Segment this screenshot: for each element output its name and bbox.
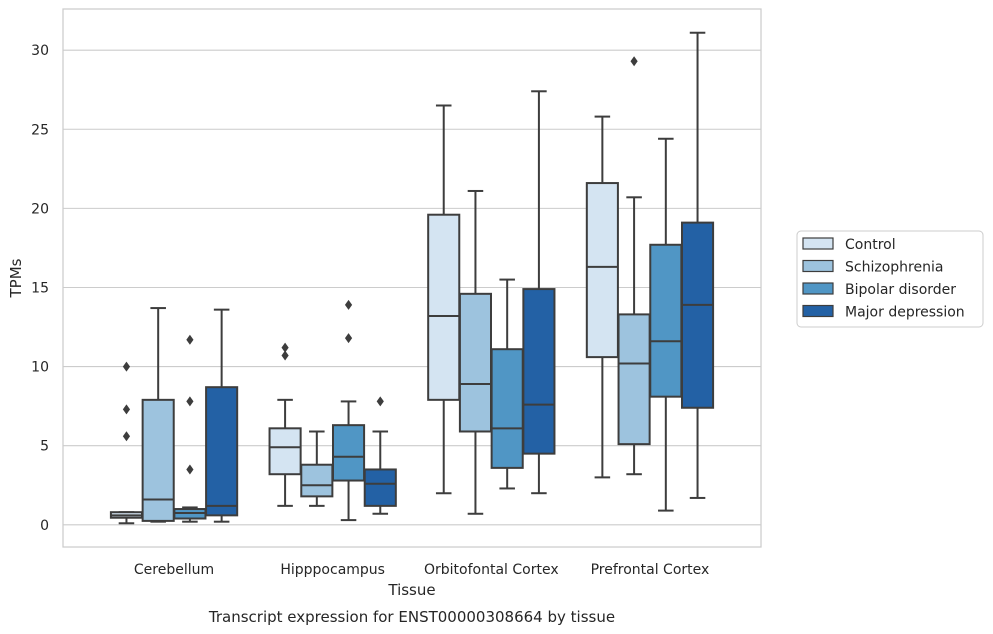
box <box>585 115 619 479</box>
legend-entry-label: Schizophrenia <box>845 260 943 276</box>
box-plot-series <box>109 31 715 525</box>
y-tick-label: 10 <box>31 360 49 376</box>
legend-swatch <box>802 237 834 250</box>
y-tick-label: 30 <box>31 43 49 59</box>
x-tick-label: Cerebellum <box>134 562 214 578</box>
outlier-point <box>186 396 194 407</box>
legend-swatch <box>802 259 834 273</box>
box-body <box>458 292 493 433</box>
box <box>109 361 144 525</box>
y-tick-label: 15 <box>31 280 49 296</box>
box <box>300 430 334 507</box>
grid-lines <box>63 49 761 526</box>
outlier-point <box>186 464 194 475</box>
box-body <box>363 468 397 507</box>
box-body <box>141 398 175 522</box>
y-axis-title: TPMs <box>7 258 25 298</box>
y-tick-label: 5 <box>40 439 49 455</box>
outlier-point <box>376 396 384 407</box>
x-axis-ticks: Cerebellum Hipppocampus Orbitofontal Corte… <box>134 562 709 578</box>
outlier-point <box>122 404 131 415</box>
box-body <box>268 427 302 476</box>
box <box>490 278 524 490</box>
y-tick-label: 20 <box>31 201 49 217</box>
outlier-point <box>281 342 289 353</box>
box-body <box>617 313 651 446</box>
legend-swatch <box>802 304 834 318</box>
series-control <box>109 104 619 525</box>
x-tick-label: Hipppocampus <box>280 562 385 578</box>
outlier-point <box>344 299 353 310</box>
outlier-point <box>186 334 194 345</box>
legend-frame <box>796 230 984 328</box>
box-body <box>649 243 683 398</box>
series-schizophrenia <box>141 56 651 523</box>
outlier-point <box>122 361 131 372</box>
legend-entry-label: Major depression <box>845 305 965 321</box>
x-tick-label: Prefrontal Cortex <box>591 562 710 578</box>
y-axis-ticks: 0 5 10 15 20 25 30 <box>31 43 49 534</box>
box <box>617 56 651 476</box>
box-body <box>585 182 619 359</box>
box <box>141 307 175 523</box>
box-body <box>490 348 524 469</box>
box <box>680 31 715 499</box>
legend: Control Schizophrenia Bipolar disorder Majo… <box>796 230 984 328</box>
box <box>522 90 556 495</box>
y-tick-label: 25 <box>31 122 49 138</box>
series-bipolar-disorder <box>173 137 683 523</box>
x-tick-label: Orbitofontal Cortex <box>424 562 559 578</box>
box-body <box>427 213 461 401</box>
outlier-point <box>344 333 353 344</box>
outlier-point <box>630 56 638 67</box>
box <box>363 396 397 515</box>
outlier-point <box>122 431 131 442</box>
plot-frame <box>62 8 762 548</box>
box-body <box>205 386 239 517</box>
y-tick-label: 0 <box>40 518 49 534</box>
legend-swatch <box>802 282 834 295</box>
box <box>427 104 461 495</box>
legend-entry-label: Control <box>845 237 896 253</box>
box <box>268 342 302 507</box>
box-body <box>680 221 715 409</box>
box <box>649 137 683 512</box>
box <box>173 334 207 523</box>
legend-entry-label: Bipolar disorder <box>845 282 956 298</box>
box-body <box>300 463 334 498</box>
chart-caption: Transcript expression for ENST0000030866… <box>208 608 615 626</box>
box <box>205 308 239 523</box>
box <box>331 299 366 522</box>
outlier-point <box>281 350 289 361</box>
box-body <box>331 424 366 482</box>
series-major-depression <box>205 31 715 523</box>
box <box>458 189 493 515</box>
box-body <box>522 288 556 455</box>
x-axis-title: Tissue <box>387 581 435 599</box>
